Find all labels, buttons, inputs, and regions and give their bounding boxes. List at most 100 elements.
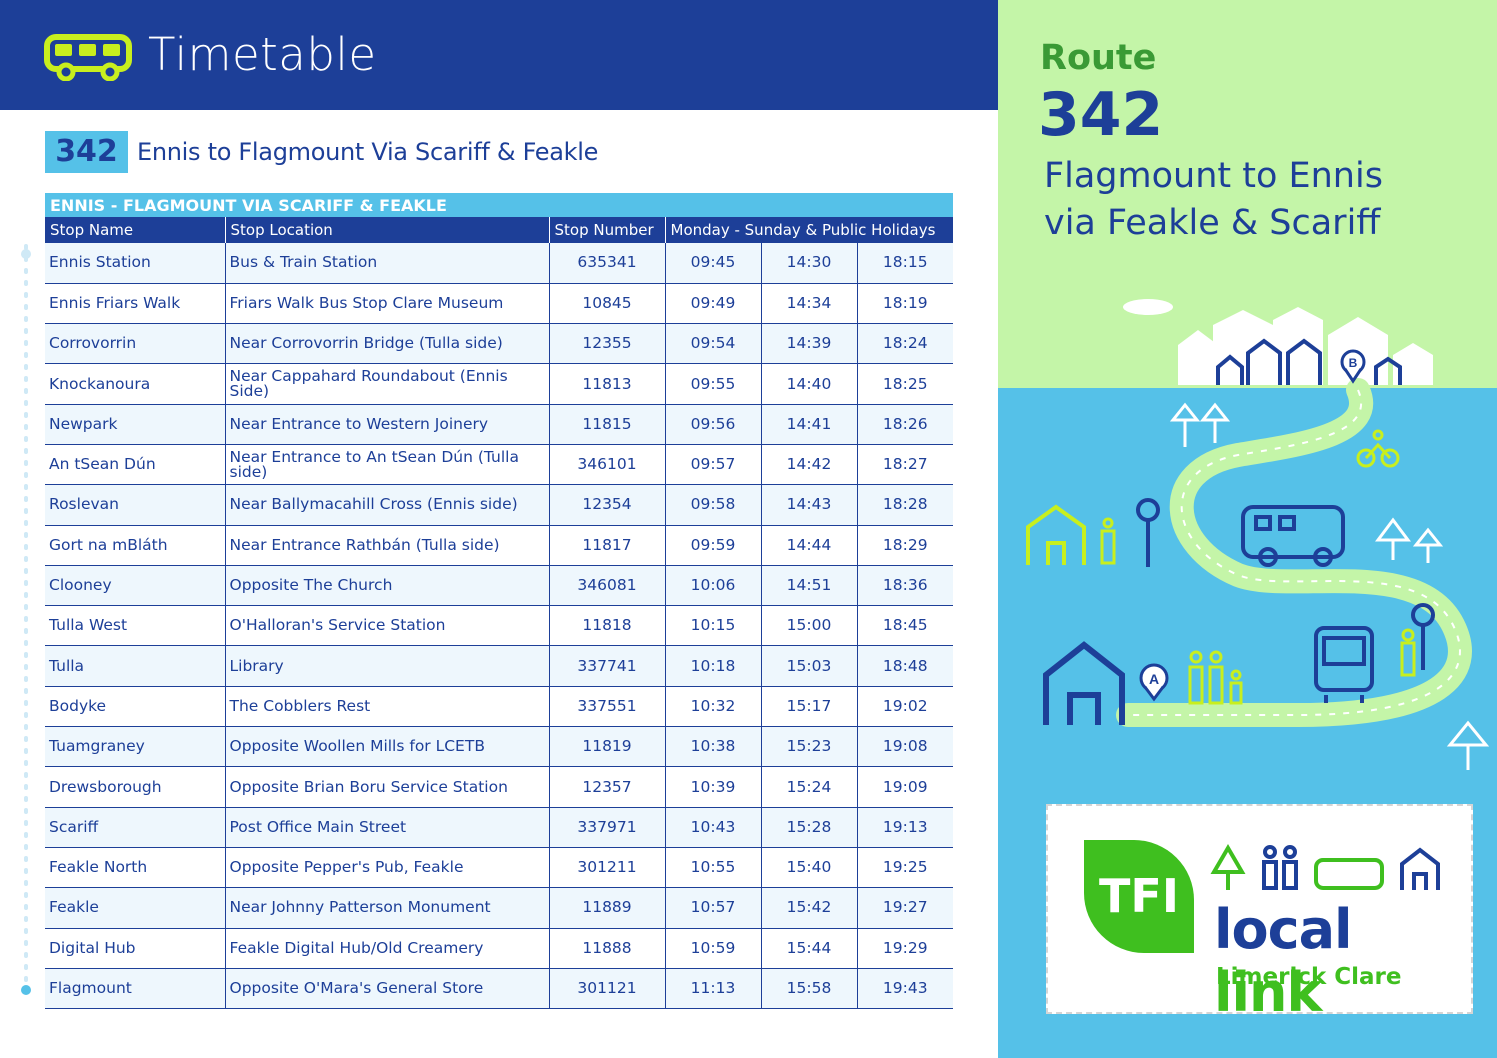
cell-time-2: 15:03	[760, 645, 857, 687]
cell-time-2: 15:24	[760, 766, 857, 808]
tfi-local-link-logo: TFI local link Limerick Clare	[1046, 804, 1473, 1024]
cell-time-1: 09:59	[664, 525, 761, 566]
cell-stop-name: Digital Hub	[45, 928, 225, 969]
cell-time-2: 14:44	[760, 525, 857, 566]
table-row: Flagmount Opposite O'Mara's General Store…	[45, 968, 954, 1010]
cell-stop-location: Near Johnny Patterson Monument	[224, 887, 549, 929]
cell-stop-name: Newpark	[45, 404, 225, 445]
cell-stop-location: Near Cappahard Roundabout (Ennis Side)	[224, 363, 549, 405]
cell-time-3: 18:26	[856, 404, 954, 445]
cell-stop-location: O'Halloran's Service Station	[224, 605, 549, 647]
cell-stop-location: Library	[224, 645, 549, 687]
cell-time-2: 14:40	[760, 363, 857, 405]
table-row: Tulla West O'Halloran's Service Station 11…	[45, 605, 954, 647]
cell-time-2: 15:58	[760, 968, 857, 1010]
cell-stop-name: An tSean Dún	[45, 444, 225, 486]
cell-time-1: 09:45	[664, 243, 761, 284]
cell-time-3: 18:19	[856, 283, 954, 325]
house-large-icon	[1043, 641, 1125, 725]
route-description-line2: via Feakle & Scariff	[1044, 203, 1381, 243]
cell-time-1: 10:43	[664, 807, 761, 848]
cell-stop-number: 11888	[548, 928, 665, 969]
cell-time-1: 10:38	[664, 726, 761, 768]
cell-time-1: 10:55	[664, 847, 761, 889]
cell-stop-number: 301121	[548, 968, 665, 1010]
bus-illustration-icon	[1241, 505, 1345, 567]
tfi-badge: TFI	[1084, 840, 1194, 953]
cell-stop-name: Roslevan	[45, 484, 225, 526]
cell-time-2: 14:43	[760, 484, 857, 526]
cell-stop-number: 12354	[548, 484, 665, 526]
wordmark-local: local	[1214, 898, 1353, 961]
cell-time-1: 10:32	[664, 686, 761, 728]
table-caption-row: ENNIS - FLAGMOUNT VIA SCARIFF & FEAKLE	[45, 193, 954, 217]
page-title: Timetable	[148, 28, 377, 81]
cell-stop-location: Near Entrance to Western Joinery	[224, 404, 549, 445]
cell-time-1: 10:06	[664, 565, 761, 607]
cell-time-2: 14:41	[760, 404, 857, 445]
cell-time-2: 15:00	[760, 605, 857, 647]
cell-time-1: 10:59	[664, 928, 761, 969]
cell-stop-name: Corrovorrin	[45, 323, 225, 365]
table-row: Tuamgraney Opposite Woollen Mills for LCE…	[45, 726, 954, 768]
cell-stop-name: Clooney	[45, 565, 225, 607]
table-row: Knockanoura Near Cappahard Roundabout (En…	[45, 363, 954, 405]
tree-icon	[1169, 402, 1490, 770]
cell-stop-location: Opposite The Church	[224, 565, 549, 607]
cell-time-3: 19:43	[856, 968, 954, 1010]
cell-time-3: 18:28	[856, 484, 954, 526]
cell-time-3: 19:27	[856, 887, 954, 929]
table-row: Corrovorrin Near Corrovorrin Bridge (Tull…	[45, 323, 954, 365]
table-row: Clooney Opposite The Church 346081 10:06 14:…	[45, 565, 954, 607]
cell-time-2: 14:30	[760, 243, 857, 284]
table-row: Roslevan Near Ballymacahill Cross (Ennis …	[45, 484, 954, 526]
cell-stop-name: Tulla West	[45, 605, 225, 647]
road-path	[1116, 378, 1472, 727]
bus-front-icon	[1314, 626, 1374, 703]
cell-stop-number: 11813	[548, 363, 665, 405]
cell-stop-name: Flagmount	[45, 968, 225, 1010]
logo-region: Limerick Clare	[1216, 964, 1402, 990]
cell-stop-location: Post Office Main Street	[224, 807, 549, 848]
map-pin-b-icon: B	[1340, 349, 1366, 384]
table-caption: ENNIS - FLAGMOUNT VIA SCARIFF & FEAKLE	[45, 193, 954, 217]
cell-stop-location: Opposite Pepper's Pub, Feakle	[224, 847, 549, 889]
cell-stop-name: Knockanoura	[45, 363, 225, 405]
route-label: Route	[1040, 38, 1157, 78]
cell-stop-location: The Cobblers Rest	[224, 686, 549, 728]
cell-time-3: 19:09	[856, 766, 954, 808]
cell-stop-name: Gort na mBláth	[45, 525, 225, 566]
cell-time-1: 09:54	[664, 323, 761, 365]
cell-stop-location: Bus & Train Station	[224, 243, 549, 284]
cell-time-2: 15:40	[760, 847, 857, 889]
cell-stop-name: Feakle North	[45, 847, 225, 889]
cell-stop-number: 11817	[548, 525, 665, 566]
cell-time-1: 10:18	[664, 645, 761, 687]
cell-time-1: 10:57	[664, 887, 761, 929]
cell-stop-number: 346081	[548, 565, 665, 607]
route-progress-rail	[21, 244, 31, 995]
pin-a-label: A	[1149, 671, 1159, 687]
cell-stop-number: 337551	[548, 686, 665, 728]
cell-stop-number: 301211	[548, 847, 665, 889]
bus-icon	[44, 34, 132, 81]
cell-stop-name: Tuamgraney	[45, 726, 225, 768]
table-row: Bodyke The Cobblers Rest 337551 10:32 15:17 1…	[45, 686, 954, 728]
cell-time-3: 18:15	[856, 243, 954, 284]
cell-stop-location: Near Ballymacahill Cross (Ennis side)	[224, 484, 549, 526]
wordmark-link: link	[1214, 961, 1322, 1024]
cell-time-2: 15:17	[760, 686, 857, 728]
cell-stop-number: 635341	[548, 243, 665, 284]
route-description-line1: Flagmount to Ennis	[1044, 156, 1383, 196]
cell-time-2: 14:39	[760, 323, 857, 365]
cell-stop-number: 337741	[548, 645, 665, 687]
table-row: Scariff Post Office Main Street 337971 10:4…	[45, 807, 954, 848]
cell-stop-number: 12355	[548, 323, 665, 365]
table-header-row: Stop Name Stop Location Stop Number Mond…	[45, 217, 954, 243]
cell-stop-location: Opposite Woollen Mills for LCETB	[224, 726, 549, 768]
cell-stop-number: 10845	[548, 283, 665, 325]
people-icon	[1100, 517, 1416, 705]
cell-stop-number: 11889	[548, 887, 665, 929]
route-name: Ennis to Flagmount Via Scariff & Feakle	[137, 138, 599, 166]
cell-time-2: 14:51	[760, 565, 857, 607]
